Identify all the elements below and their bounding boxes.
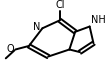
Text: O: O	[7, 44, 14, 54]
Text: NH: NH	[91, 15, 105, 25]
Text: Cl: Cl	[55, 0, 64, 10]
Text: N: N	[33, 22, 40, 32]
